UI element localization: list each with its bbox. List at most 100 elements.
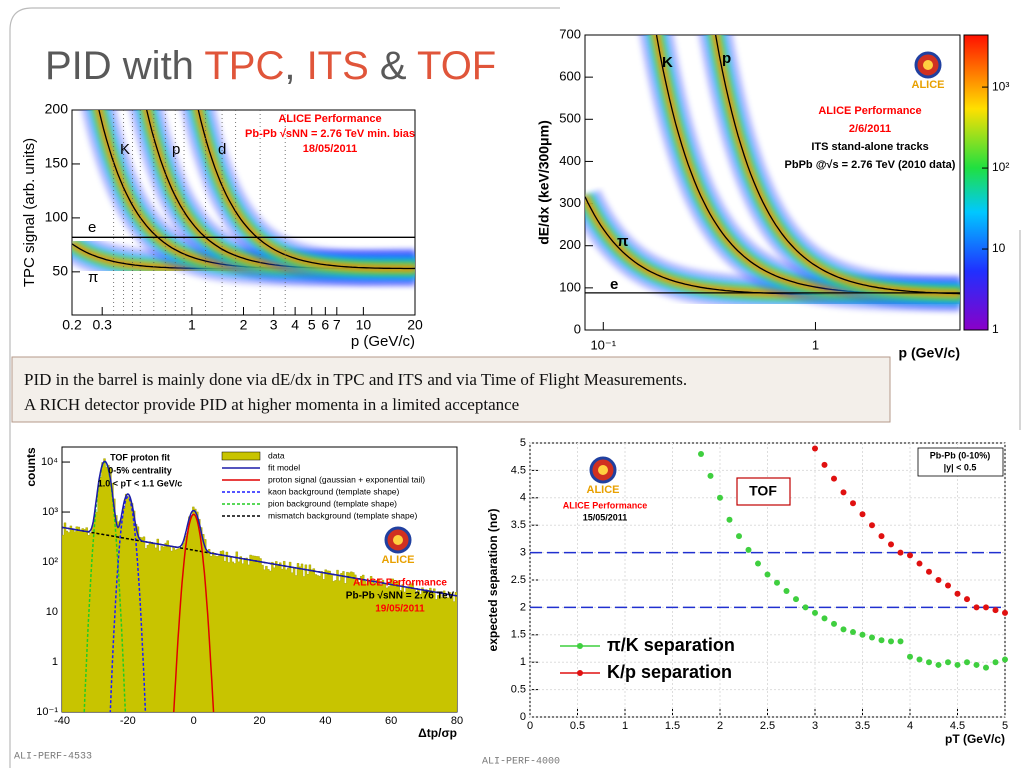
x-tick-label: 5	[308, 317, 316, 333]
x-tick-label: 0	[191, 715, 197, 727]
x-axis-label: p (GeV/c)	[899, 345, 960, 361]
y-tick-label: 100	[559, 279, 581, 294]
x-tick-label: 2	[717, 720, 723, 732]
colorbar	[963, 34, 989, 331]
data-point	[945, 582, 951, 589]
colorbar-tick-label: 10²	[992, 160, 1009, 174]
data-point	[992, 607, 999, 614]
x-tick-label: 1	[188, 317, 196, 333]
x-tick-label: 0.5	[570, 720, 585, 732]
y-tick-label: 200	[45, 101, 69, 117]
data-point	[945, 659, 951, 666]
species-label: π	[617, 233, 629, 250]
logo-text: ALICE	[587, 484, 620, 496]
data-point	[926, 568, 932, 575]
data-point	[897, 549, 904, 556]
legend-marker	[577, 670, 583, 676]
data-point	[812, 445, 818, 452]
y-tick-label: 3.5	[511, 519, 526, 531]
data-point	[964, 596, 970, 603]
data-point	[935, 577, 942, 583]
slide-border	[9, 7, 560, 768]
data-point	[973, 661, 980, 668]
x-tick-label: 10	[356, 317, 372, 333]
y-tick-label: 600	[559, 69, 581, 84]
species-label: K	[120, 141, 130, 158]
data-point	[821, 615, 828, 622]
data-point	[745, 546, 752, 553]
y-tick-label: 100	[45, 209, 69, 225]
y-tick-label: 1	[52, 656, 58, 668]
title-part: ITS	[307, 44, 369, 88]
annotation: ALICE Performance	[278, 113, 381, 125]
data-point	[831, 475, 837, 482]
species-label: K	[662, 54, 673, 71]
x-axis-label: pT (GeV/c)	[945, 732, 1005, 746]
data-point	[755, 560, 761, 567]
data-point	[973, 604, 980, 611]
data-point	[840, 626, 847, 633]
x-tick-label: 40	[319, 715, 331, 727]
slide-title: PID with TPC, ITS & TOF	[45, 44, 496, 88]
legend-label: fit model	[268, 462, 300, 472]
x-tick-label: 5	[1002, 720, 1008, 732]
x-tick-label: 2	[240, 317, 248, 333]
badge: TOF	[749, 483, 777, 499]
species-label: e	[610, 276, 618, 293]
x-tick-label: 10⁻¹	[590, 337, 616, 352]
colorbar-tick-label: 10	[992, 241, 1006, 255]
title-part: TOF	[417, 44, 496, 88]
annotation: Pb-Pb √sNN = 2.76 TeV min. bias	[245, 128, 415, 140]
colorbar-tick-label: 10³	[992, 79, 1009, 93]
x-tick-label: 4	[907, 720, 913, 732]
legend-label: kaon background (template shape)	[268, 486, 400, 496]
annotation: ITS stand-alone tracks	[811, 141, 928, 153]
species-label: p	[172, 141, 180, 158]
badge-box	[736, 477, 791, 506]
footnote: ALI-PERF-4533	[14, 752, 92, 763]
data-point	[812, 609, 818, 616]
y-axis-label: dE/dx (keV/300μm)	[536, 120, 552, 245]
annotation: 19/05/2011	[375, 604, 425, 615]
legend-label: pion background (template shape)	[268, 498, 397, 508]
y-axis-label: counts	[24, 447, 38, 487]
footnote: ALI-PERF-4000	[482, 757, 560, 768]
plot-header: 1.0 < pT < 1.1 GeV/c	[98, 478, 183, 488]
data-point	[916, 560, 923, 567]
legend-label: proton signal (gaussian + exponential ta…	[268, 474, 425, 484]
annotation: 2/6/2011	[849, 123, 891, 135]
x-tick-label: 6	[321, 317, 329, 333]
data-point	[964, 659, 970, 666]
caption-line: A RICH detector provide PID at higher mo…	[24, 395, 519, 414]
title-part: ,	[284, 44, 306, 88]
data-point	[831, 620, 837, 627]
annotation: ALICE Performance	[353, 578, 447, 589]
y-tick-label: 150	[45, 155, 69, 171]
species-label: e	[88, 219, 96, 236]
y-tick-label: 300	[559, 195, 581, 210]
data-point	[916, 656, 923, 663]
title-part: &	[369, 44, 417, 88]
data-point	[850, 629, 856, 636]
data-point	[878, 637, 885, 644]
data-point	[992, 659, 999, 666]
data-point	[907, 552, 913, 559]
y-tick-label: 400	[559, 153, 581, 168]
data-point	[954, 590, 961, 597]
y-tick-label: 500	[559, 111, 581, 126]
x-tick-label: 3.5	[855, 720, 870, 732]
y-tick-label: 10	[46, 606, 58, 618]
species-label: π	[88, 269, 98, 286]
y-tick-label: 1.5	[511, 629, 526, 641]
data-point	[726, 516, 733, 523]
x-tick-label: 2.5	[760, 720, 775, 732]
data-point	[869, 522, 875, 529]
annotation: ALICE Performance	[818, 105, 921, 117]
y-tick-label: 50	[52, 263, 68, 279]
legend-marker	[577, 643, 583, 649]
x-tick-label: 3	[270, 317, 278, 333]
data-point	[774, 579, 780, 586]
plot-header: TOF proton fit	[110, 452, 170, 462]
y-tick-label: 0.5	[511, 684, 526, 696]
